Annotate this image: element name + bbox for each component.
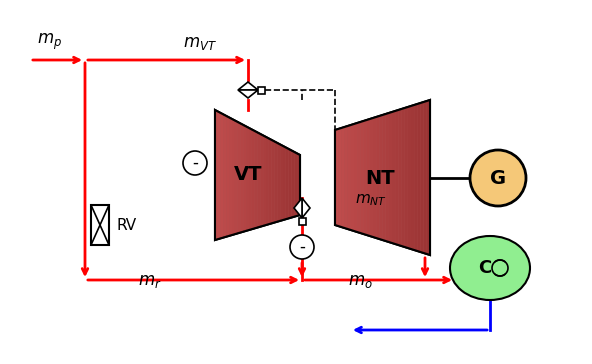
Polygon shape	[240, 123, 243, 233]
Polygon shape	[263, 135, 266, 226]
Polygon shape	[385, 113, 389, 242]
Polygon shape	[224, 115, 226, 237]
Polygon shape	[348, 125, 351, 230]
Ellipse shape	[450, 236, 530, 300]
Text: C: C	[478, 259, 491, 277]
Circle shape	[183, 151, 207, 175]
Polygon shape	[243, 125, 246, 232]
Text: RV: RV	[117, 218, 137, 233]
Polygon shape	[229, 118, 232, 236]
Polygon shape	[218, 111, 221, 239]
Polygon shape	[302, 198, 310, 218]
Text: $m_{NT}$: $m_{NT}$	[355, 192, 387, 208]
Polygon shape	[232, 119, 235, 235]
Polygon shape	[389, 112, 392, 243]
Text: -: -	[299, 238, 305, 256]
Polygon shape	[258, 132, 260, 228]
Polygon shape	[401, 108, 405, 247]
Bar	[258, 87, 265, 94]
Polygon shape	[411, 105, 414, 250]
Polygon shape	[215, 110, 300, 240]
Polygon shape	[335, 129, 338, 226]
Polygon shape	[215, 110, 218, 240]
Polygon shape	[238, 90, 258, 98]
Polygon shape	[351, 124, 354, 231]
Polygon shape	[266, 137, 269, 225]
Polygon shape	[408, 106, 411, 249]
Polygon shape	[294, 152, 297, 217]
Polygon shape	[246, 127, 249, 231]
Text: $m_p$: $m_p$	[37, 32, 63, 52]
Polygon shape	[226, 116, 229, 237]
Polygon shape	[345, 126, 348, 229]
Polygon shape	[370, 118, 373, 237]
Polygon shape	[382, 114, 385, 241]
Polygon shape	[420, 102, 424, 253]
Polygon shape	[417, 103, 420, 252]
Polygon shape	[252, 130, 255, 229]
Polygon shape	[424, 101, 427, 254]
Polygon shape	[280, 145, 283, 221]
Bar	[91, 205, 109, 245]
Polygon shape	[376, 116, 379, 239]
Bar	[298, 218, 305, 225]
Polygon shape	[289, 149, 291, 218]
Text: -: -	[192, 154, 198, 172]
Polygon shape	[283, 146, 286, 220]
Text: G: G	[490, 169, 506, 187]
Polygon shape	[297, 154, 300, 216]
Polygon shape	[335, 100, 430, 255]
Polygon shape	[286, 147, 289, 219]
Polygon shape	[294, 198, 302, 218]
Polygon shape	[361, 121, 363, 234]
Polygon shape	[379, 115, 382, 240]
Text: $m_{VT}$: $m_{VT}$	[183, 34, 217, 52]
Polygon shape	[221, 113, 224, 238]
Polygon shape	[235, 120, 237, 234]
Polygon shape	[238, 82, 258, 90]
Text: $m_r$: $m_r$	[138, 272, 162, 290]
Polygon shape	[395, 110, 398, 245]
Polygon shape	[260, 134, 263, 227]
Polygon shape	[366, 119, 370, 236]
Polygon shape	[338, 128, 342, 227]
Polygon shape	[269, 138, 272, 224]
Text: $m_o$: $m_o$	[348, 272, 372, 290]
Polygon shape	[255, 131, 258, 228]
Polygon shape	[291, 150, 294, 218]
Polygon shape	[427, 100, 430, 255]
Polygon shape	[354, 123, 357, 232]
Polygon shape	[357, 122, 361, 233]
Circle shape	[290, 235, 314, 259]
Polygon shape	[249, 128, 252, 230]
Polygon shape	[363, 120, 366, 235]
Polygon shape	[272, 140, 275, 223]
Polygon shape	[342, 127, 345, 228]
Text: VT: VT	[234, 166, 262, 185]
Polygon shape	[237, 122, 240, 233]
Polygon shape	[277, 143, 280, 222]
Polygon shape	[392, 111, 395, 244]
Polygon shape	[398, 109, 401, 246]
Polygon shape	[405, 107, 408, 248]
Circle shape	[470, 150, 526, 206]
Polygon shape	[275, 142, 277, 222]
Text: NT: NT	[365, 169, 395, 187]
Polygon shape	[414, 104, 417, 251]
Polygon shape	[373, 117, 376, 238]
